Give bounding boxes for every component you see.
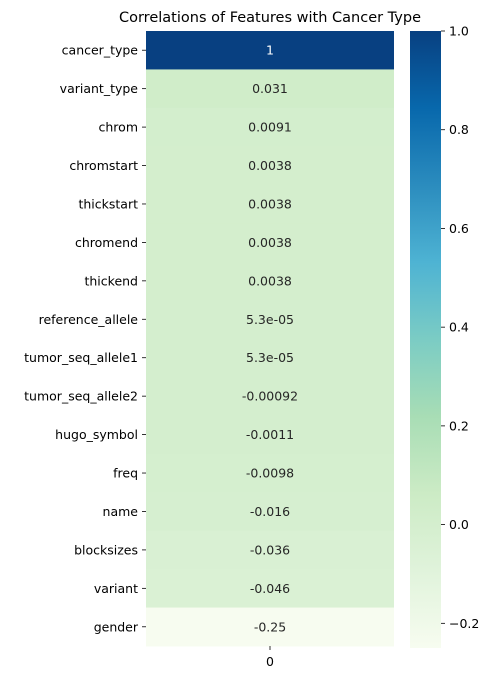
- cell-annotation: -0.046: [250, 581, 290, 596]
- heatmap-cell-hugo-symbol: [146, 415, 394, 455]
- cell-annotation: -0.0011: [246, 427, 294, 442]
- x-tick-label: 0: [266, 654, 274, 669]
- cell-annotation: -0.00092: [242, 389, 298, 404]
- heatmap-cells: 1 0.031 0.0091 0.0038 0.0038 0.0038 0.0038 5.3e…: [146, 31, 394, 647]
- heatmap-cell-variant: [146, 569, 394, 609]
- y-tick-label: variant_type: [60, 81, 139, 96]
- y-tick-label: tumor_seq_allele1: [24, 350, 138, 365]
- colorbar: [410, 31, 441, 648]
- colorbar-tick-label: 0.8: [449, 122, 469, 137]
- y-tick-label: freq: [113, 466, 138, 481]
- colorbar-ticks: 1.0 0.8 0.6 0.4 0.2 0.0 −0.2: [441, 24, 479, 631]
- heatmap-cell-freq: [146, 453, 394, 493]
- heatmap-cell-blocksizes: [146, 530, 394, 570]
- colorbar-tick-label: 0.0: [449, 517, 469, 532]
- cell-annotation: 5.3e-05: [246, 350, 294, 365]
- colorbar-tick-label: 1.0: [449, 24, 469, 39]
- cell-annotation: 5.3e-05: [246, 312, 294, 327]
- y-tick-label: blocksizes: [74, 542, 138, 557]
- y-tick-label: chrom: [99, 120, 138, 135]
- y-tick-label: chromend: [75, 235, 138, 250]
- heatmap-cell-thickstart: [146, 184, 394, 224]
- y-tick-label: thickend: [84, 273, 138, 288]
- x-axis: 0: [266, 646, 274, 669]
- y-tick-label: cancer_type: [62, 43, 139, 58]
- cell-annotation: -0.0098: [246, 466, 294, 481]
- colorbar-tick-label: 0.4: [449, 320, 469, 335]
- heatmap-cell-reference-allele: [146, 300, 394, 339]
- cell-annotation: 1: [266, 43, 274, 58]
- heatmap-cell-chromend: [146, 223, 394, 263]
- heatmap-cell-cancer-type: [146, 31, 394, 70]
- cell-annotation: 0.031: [252, 81, 288, 96]
- y-tick-label: tumor_seq_allele2: [24, 389, 138, 404]
- cell-annotation: 0.0038: [248, 196, 292, 211]
- cell-annotation: 0.0091: [248, 120, 292, 135]
- cell-annotation: -0.036: [250, 542, 290, 557]
- y-tick-label: chromstart: [69, 158, 138, 173]
- cell-annotation: 0.0038: [248, 158, 292, 173]
- heatmap-cell-name: [146, 492, 394, 532]
- heatmap-cell-tumor-seq-allele1: [146, 338, 394, 378]
- colorbar-tick-label: −0.2: [449, 616, 479, 631]
- colorbar-tick-label: 0.6: [449, 221, 469, 236]
- cell-annotation: -0.25: [254, 619, 286, 634]
- heatmap-cell-chromstart: [146, 146, 394, 186]
- colorbar-tick-label: 0.2: [449, 418, 469, 433]
- y-tick-label: name: [103, 504, 139, 519]
- heatmap-cell-thickend: [146, 261, 394, 301]
- y-tick-label: variant: [94, 581, 138, 596]
- y-tick-label: thickstart: [78, 196, 138, 211]
- y-tick-label: reference_allele: [39, 312, 139, 327]
- cell-annotation: -0.016: [250, 504, 290, 519]
- cell-annotation: 0.0038: [248, 235, 292, 250]
- heatmap-cell-gender: [146, 607, 394, 647]
- y-tick-label: hugo_symbol: [55, 427, 138, 442]
- y-tick-label: gender: [94, 619, 139, 634]
- heatmap-cell-tumor-seq-allele2: [146, 376, 394, 416]
- heatmap-cell-variant-type: [146, 69, 394, 109]
- cell-annotation: 0.0038: [248, 273, 292, 288]
- heatmap-cell-chrom: [146, 107, 394, 147]
- chart-title: Correlations of Features with Cancer Typ…: [119, 10, 421, 26]
